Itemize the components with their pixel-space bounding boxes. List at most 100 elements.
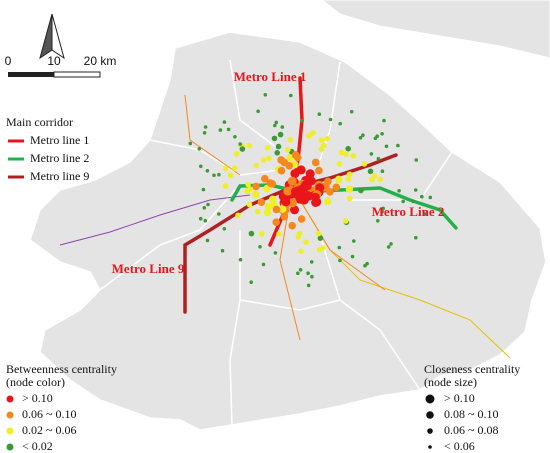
node [288, 221, 297, 230]
node [232, 165, 238, 171]
node [338, 121, 343, 126]
node [218, 128, 223, 132]
node [298, 248, 304, 255]
node [293, 186, 303, 196]
node [248, 230, 255, 237]
scale-bar: 0 10 20 km [5, 54, 116, 78]
node [413, 188, 418, 192]
node [304, 191, 314, 201]
node [323, 197, 332, 206]
node [288, 198, 297, 208]
node [254, 208, 261, 215]
node [263, 208, 272, 217]
legend-label: 0.06 ~ 0.08 [444, 423, 499, 437]
node [317, 235, 324, 241]
node [306, 133, 312, 139]
node [253, 162, 259, 169]
node [260, 157, 267, 163]
legend-swatch [427, 428, 433, 434]
node [297, 215, 306, 223]
node [276, 231, 282, 237]
node [247, 186, 253, 192]
node [300, 119, 305, 123]
node [266, 179, 275, 187]
node [217, 172, 221, 177]
node [272, 218, 281, 226]
node [309, 260, 314, 264]
node [315, 230, 322, 237]
node [235, 212, 241, 219]
node [263, 93, 268, 97]
legend-label: < 0.06 [444, 439, 475, 453]
map-label: Metro Line 9 [112, 261, 185, 276]
node [265, 202, 273, 211]
node [315, 183, 325, 193]
node [345, 145, 352, 152]
node [315, 166, 323, 175]
node [420, 194, 424, 199]
node [350, 153, 357, 159]
node [203, 218, 208, 223]
node [252, 182, 260, 191]
node [205, 238, 210, 243]
node [220, 248, 225, 253]
node [337, 245, 342, 250]
node [257, 198, 266, 206]
node [249, 280, 253, 285]
node [227, 172, 234, 178]
node [306, 271, 310, 276]
node [258, 245, 262, 249]
node [377, 176, 384, 183]
legend-label: < 0.02 [22, 439, 53, 453]
node [318, 137, 325, 143]
legend-title: (node color) [6, 375, 65, 389]
node [317, 112, 322, 116]
node [256, 109, 260, 114]
legend-swatch [425, 394, 435, 404]
north-arrow [27, 10, 77, 65]
legend-swatch [6, 395, 14, 403]
map-label: Metro Line 2 [372, 204, 445, 219]
map-label: Metro Line 1 [234, 69, 307, 84]
node [328, 117, 333, 122]
legend-title: Betweenness centrality [6, 362, 117, 376]
node [324, 135, 331, 142]
nodes [188, 93, 433, 288]
legend: > 0.10 0.06 ~ 0.10 0.02 ~ 0.06 < 0.02 [6, 391, 77, 453]
node [272, 205, 281, 214]
node [263, 184, 271, 193]
node [290, 169, 300, 179]
node [363, 263, 367, 268]
legend-label: Metro line 2 [30, 151, 89, 165]
node [384, 144, 389, 149]
node [373, 136, 378, 141]
node [396, 143, 400, 148]
node [212, 173, 216, 178]
node [246, 142, 253, 149]
node [358, 136, 363, 140]
node [350, 254, 355, 259]
node [271, 135, 278, 142]
scale-label: 0 [5, 54, 12, 68]
minor-lines [59, 94, 511, 359]
legend-title: Closeness centrality [424, 362, 520, 376]
node [369, 176, 375, 183]
node [332, 183, 341, 192]
node [201, 187, 206, 192]
node [380, 169, 385, 173]
node [275, 143, 282, 150]
node [361, 133, 365, 137]
node [188, 141, 193, 146]
node [197, 147, 202, 151]
node [198, 216, 203, 221]
node [273, 123, 277, 128]
node [389, 242, 393, 246]
node [380, 132, 384, 136]
node [266, 155, 272, 161]
legend-title: Main corridor [6, 115, 73, 129]
node [222, 227, 227, 231]
node [343, 218, 349, 224]
node [369, 152, 374, 156]
island [321, 0, 550, 59]
